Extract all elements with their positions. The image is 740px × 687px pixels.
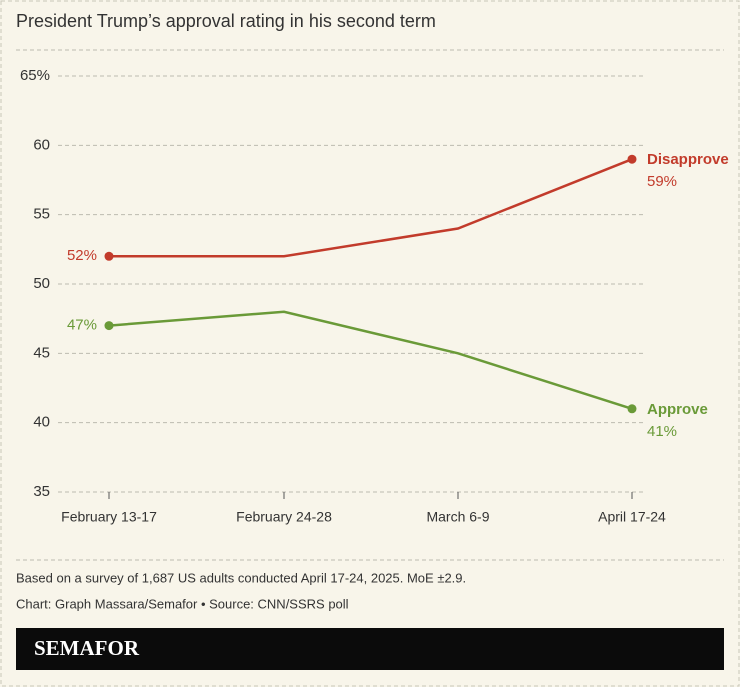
point bbox=[104, 321, 114, 331]
brand-bar bbox=[16, 628, 724, 670]
brand: SEMAFOR bbox=[34, 636, 140, 660]
note: Based on a survey of 1,687 US adults con… bbox=[16, 570, 466, 585]
series-line bbox=[108, 310, 633, 410]
y-tick-label: 55 bbox=[33, 206, 50, 223]
point bbox=[627, 154, 637, 164]
legend-label: Approve bbox=[647, 401, 708, 418]
x-tick-label: February 24-28 bbox=[236, 509, 332, 525]
x-tick-label: March 6-9 bbox=[426, 509, 489, 525]
y-tick-label: 40 bbox=[33, 414, 50, 431]
point bbox=[627, 404, 637, 414]
value-label: 41% bbox=[647, 423, 677, 440]
chart-title: President Trump’s approval rating in his… bbox=[16, 11, 436, 31]
value-label: 52% bbox=[67, 247, 97, 264]
y-tick-label: 50 bbox=[33, 275, 50, 292]
legend-label: Disapprove bbox=[647, 151, 729, 168]
x-tick-label: February 13-17 bbox=[61, 509, 157, 525]
value-label: 59% bbox=[647, 173, 677, 190]
point bbox=[104, 251, 114, 261]
y-tick-label: 65% bbox=[20, 67, 50, 84]
note: Chart: Graph Massara/Semafor • Source: C… bbox=[16, 596, 349, 611]
y-tick-label: 60 bbox=[33, 136, 50, 153]
y-tick-label: 45 bbox=[33, 344, 50, 361]
series-line bbox=[109, 158, 633, 258]
value-label: 47% bbox=[67, 317, 97, 334]
y-tick-label: 35 bbox=[33, 483, 50, 500]
x-tick-label: April 17-24 bbox=[598, 509, 666, 525]
